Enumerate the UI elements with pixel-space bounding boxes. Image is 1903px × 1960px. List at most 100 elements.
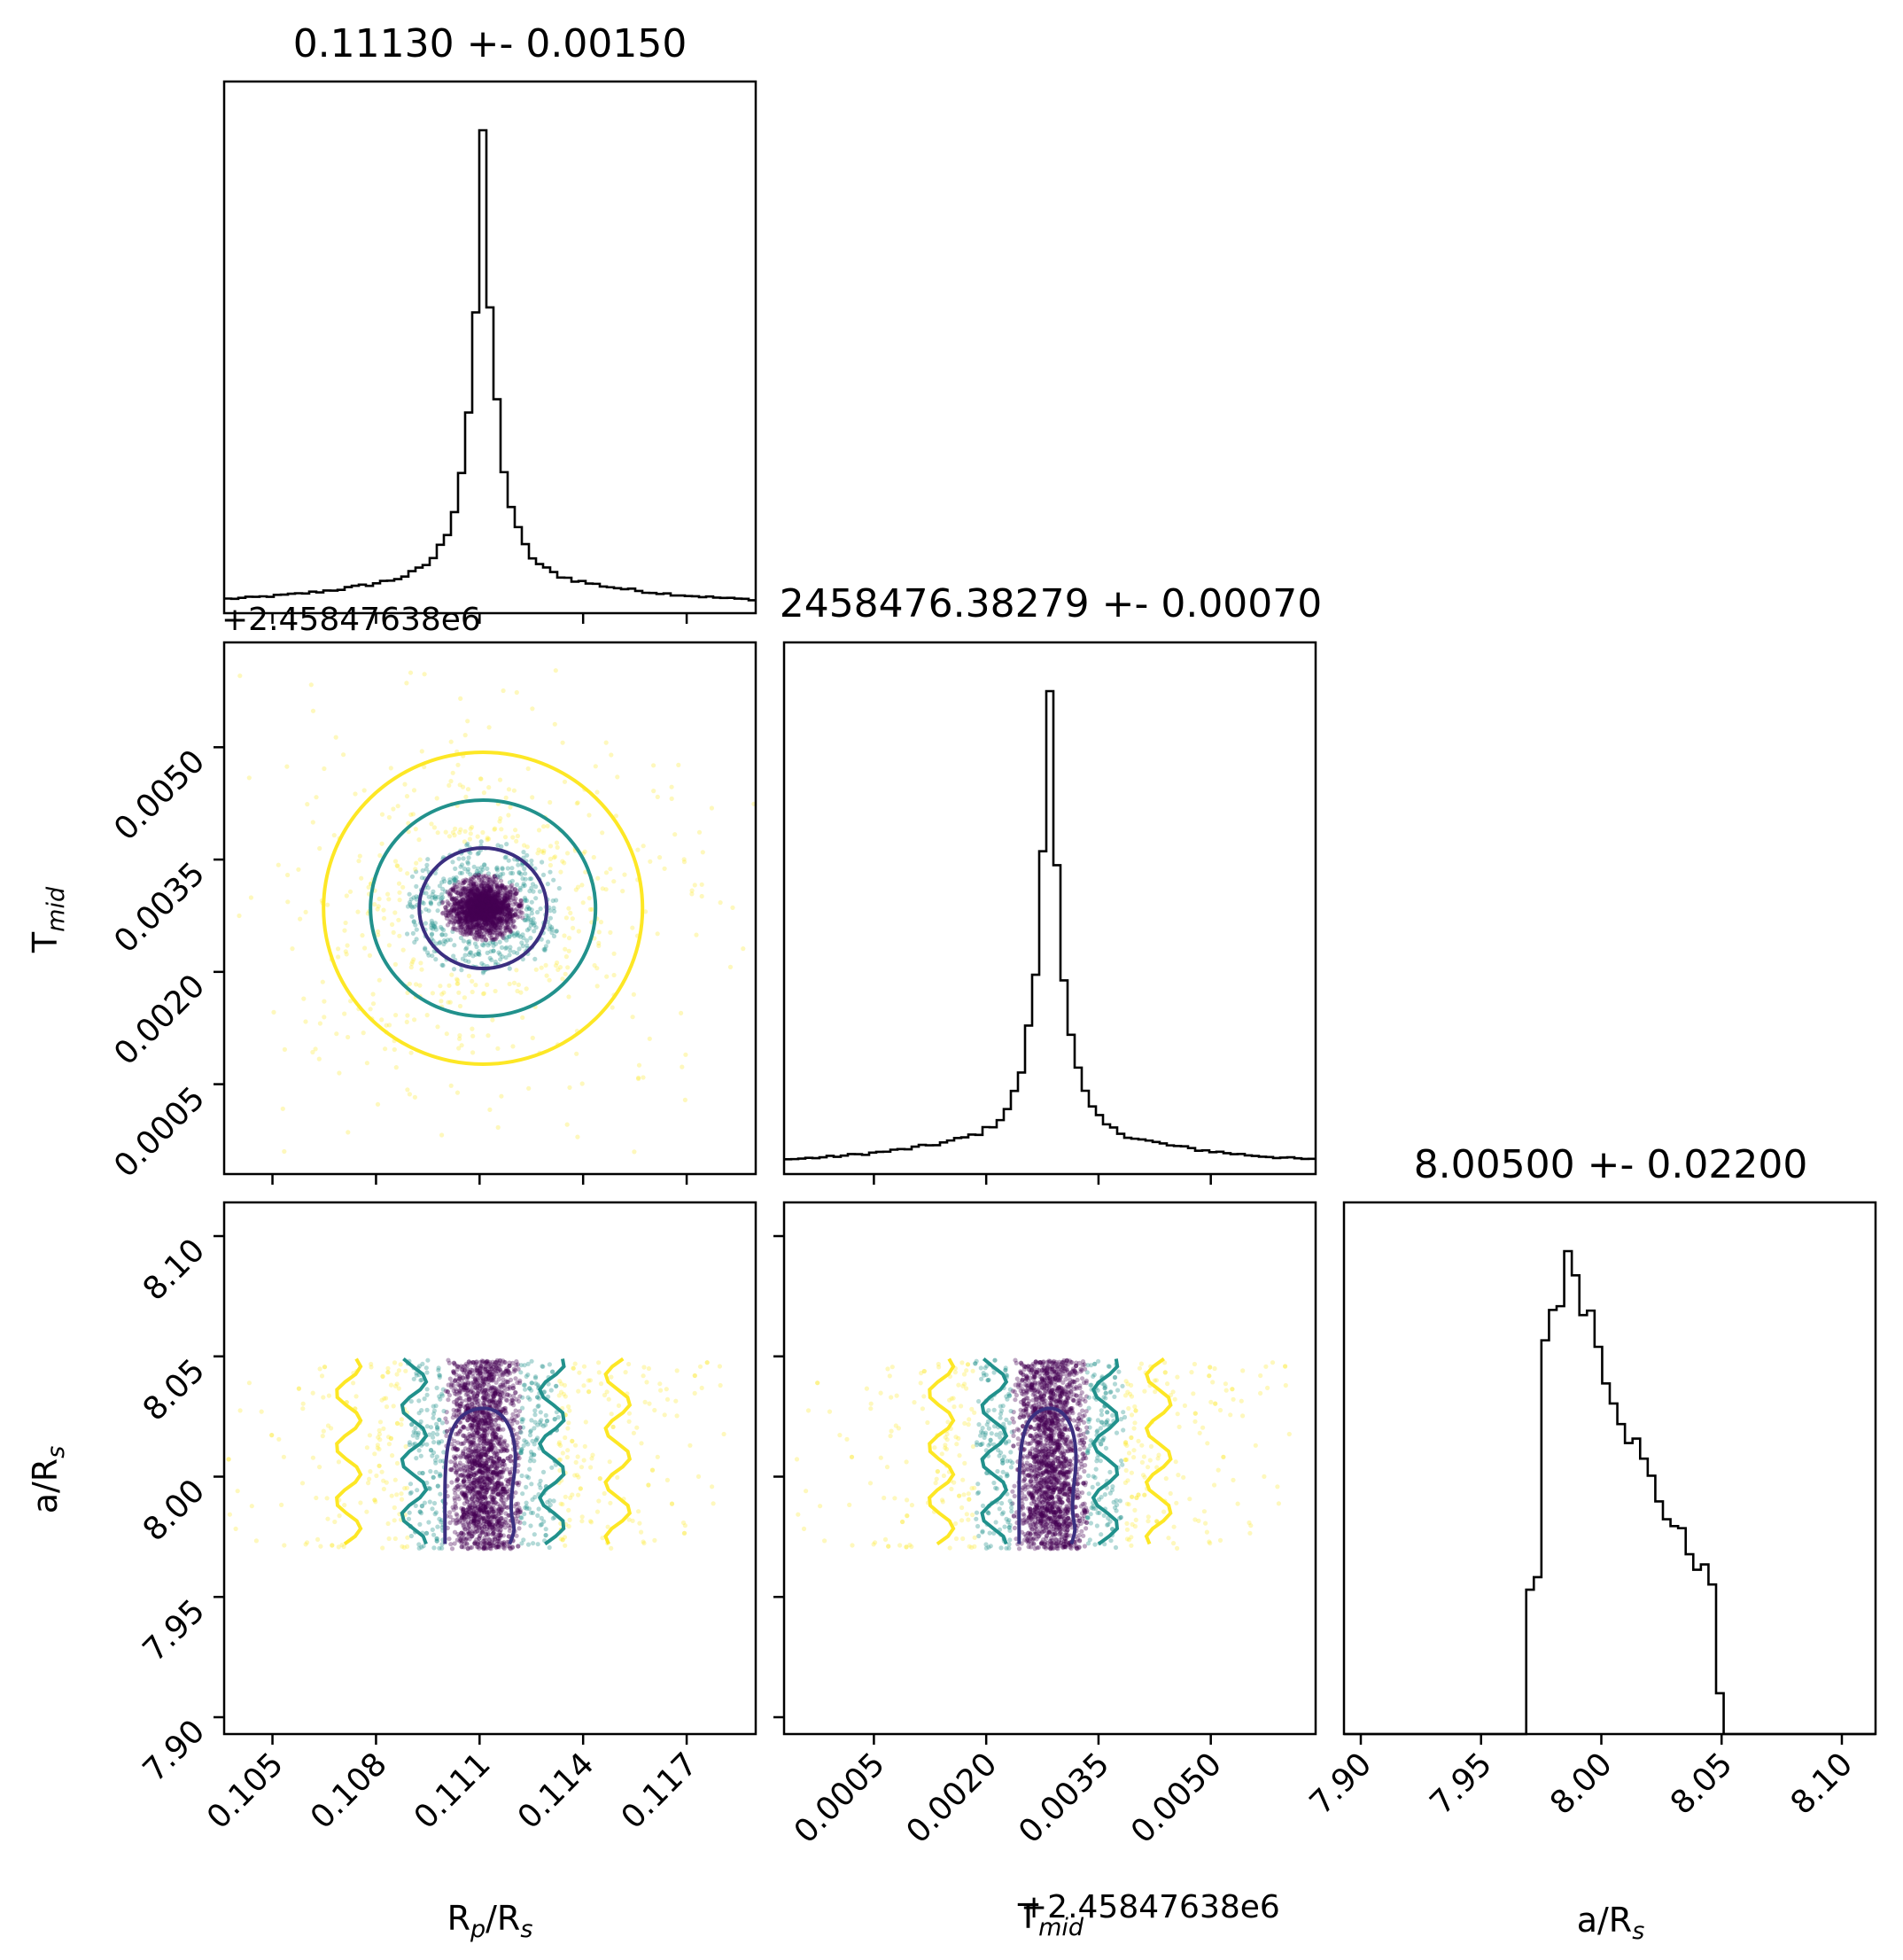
scatter-point — [398, 1362, 403, 1367]
scatter-point — [494, 907, 500, 913]
scatter-point — [483, 913, 488, 918]
scatter-point — [353, 791, 358, 797]
scatter-point — [672, 832, 678, 837]
scatter-point — [604, 974, 610, 979]
scatter-point — [405, 904, 411, 909]
scatter-point — [488, 904, 493, 909]
scatter-point — [402, 782, 408, 787]
scatter-point — [484, 906, 489, 911]
scatter-point — [651, 789, 656, 794]
scatter-point — [616, 1403, 622, 1408]
scatter-point — [418, 1453, 423, 1458]
scatter-point — [454, 1090, 461, 1095]
scatter-point — [482, 899, 487, 905]
scatter-point — [482, 901, 487, 906]
scatter-point — [494, 905, 500, 911]
scatter-point — [448, 739, 454, 744]
scatter-point — [455, 900, 461, 906]
scatter-point — [500, 883, 505, 889]
scatter-point — [456, 903, 462, 908]
scatter-point — [611, 972, 617, 978]
scatter-point — [478, 903, 485, 908]
scatter-point — [476, 909, 481, 914]
scatter-point — [528, 936, 533, 941]
scatter-point — [494, 873, 500, 878]
scatter-point — [435, 1024, 440, 1030]
scatter-point — [441, 990, 447, 995]
scatter-point — [477, 952, 482, 958]
scatter-point — [499, 1093, 504, 1099]
scatter-point — [457, 829, 462, 836]
scatter-point — [463, 916, 469, 922]
scatter-point — [474, 1528, 479, 1534]
scatter-point — [674, 1368, 680, 1373]
scatter-point — [397, 890, 402, 895]
scatter-point — [581, 1383, 586, 1388]
scatter-point — [477, 899, 483, 905]
scatter-point — [436, 1441, 441, 1446]
scatter-point — [662, 866, 667, 871]
scatter-point — [478, 934, 484, 939]
scatter-point — [436, 1365, 441, 1371]
scatter-point — [527, 889, 532, 894]
scatter-point — [487, 894, 493, 899]
scatter-point — [470, 1374, 476, 1380]
scatter-point — [473, 983, 478, 988]
scatter-point — [452, 906, 457, 912]
scatter-point — [475, 1401, 481, 1407]
scatter-point — [432, 895, 438, 900]
scatter-point — [483, 900, 488, 906]
scatter-point — [377, 977, 382, 983]
scatter-point — [533, 884, 539, 890]
scatter-point — [630, 1015, 635, 1020]
scatter-point — [385, 1521, 391, 1527]
scatter-point — [467, 924, 472, 929]
scatter-point — [492, 874, 497, 879]
scatter-point — [658, 1388, 664, 1393]
scatter-point — [324, 1496, 330, 1501]
scatter-point — [392, 961, 398, 967]
scatter-point — [641, 1365, 647, 1370]
scatter-point — [610, 1005, 615, 1010]
scatter-point — [459, 925, 464, 930]
scatter-point — [478, 915, 484, 921]
scatter-point — [405, 1013, 410, 1018]
scatter-points-layer — [226, 668, 1292, 1552]
scatter-point — [452, 1529, 458, 1535]
scatter-point — [478, 898, 483, 905]
scatter-point — [557, 965, 563, 970]
scatter-point — [480, 900, 485, 906]
scatter-point — [325, 902, 330, 907]
scatter-point — [476, 923, 481, 929]
scatter-point — [284, 764, 290, 769]
scatter-point — [540, 872, 547, 878]
scatter-point — [520, 944, 525, 949]
scatter-point — [480, 895, 485, 901]
scatter-point — [507, 953, 512, 958]
scatter-point — [475, 898, 480, 903]
scatter-point — [464, 919, 470, 924]
scatter-point — [498, 816, 503, 821]
scatter-point — [470, 922, 475, 929]
scatter-point — [486, 895, 492, 900]
scatter-point — [696, 829, 703, 835]
scatter-point — [522, 1521, 527, 1526]
scatter-point — [611, 951, 617, 956]
scatter-point — [593, 764, 598, 769]
scatter-point — [474, 911, 479, 917]
scatter-point — [482, 903, 487, 908]
scatter-point — [524, 852, 530, 858]
scatter-point — [462, 904, 467, 909]
scatter-point — [504, 842, 509, 847]
scatter-point — [439, 891, 445, 898]
scatter-point — [485, 895, 491, 900]
scatter-point — [458, 935, 464, 941]
scatter-point — [424, 1392, 430, 1397]
scatter-point — [491, 913, 497, 919]
scatter-point — [470, 888, 476, 893]
scatter-point — [515, 889, 520, 894]
scatter-point — [488, 949, 493, 954]
scatter-point — [488, 910, 493, 915]
scatter-point — [476, 894, 482, 899]
scatter-point — [563, 1543, 568, 1548]
